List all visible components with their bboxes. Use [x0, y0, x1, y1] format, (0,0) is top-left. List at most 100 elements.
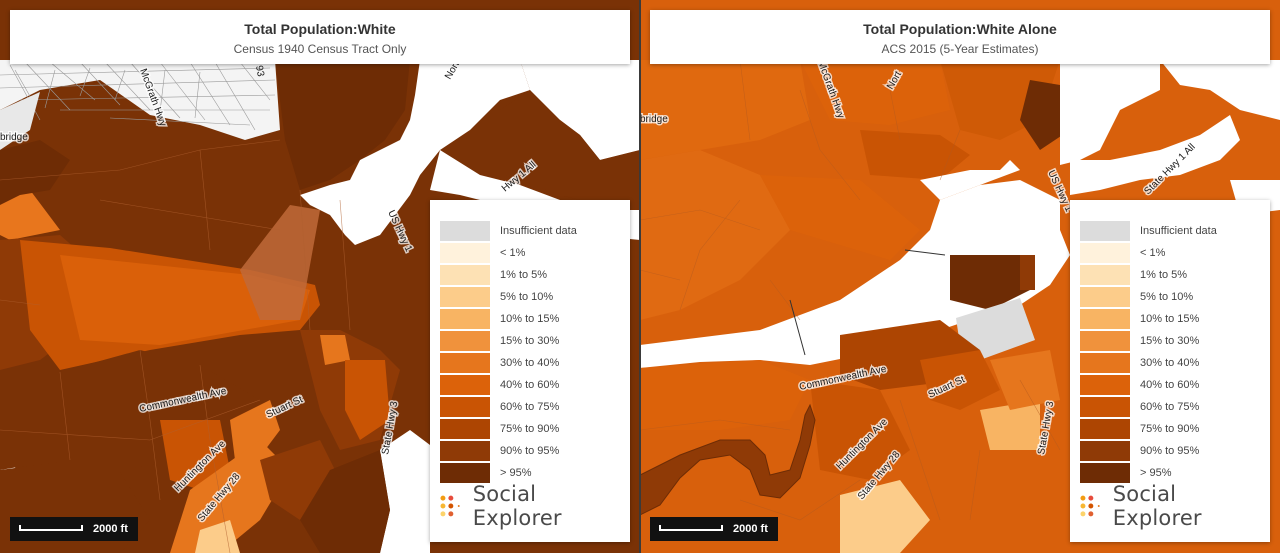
left-legend: Insufficient data < 1% 1% to 5% 5% to 10% 10…	[430, 200, 630, 542]
legend-swatch	[1080, 419, 1130, 439]
legend-swatch	[440, 331, 490, 351]
legend-label: 75% to 90%	[1140, 423, 1200, 435]
legend-label: 5% to 10%	[1140, 291, 1194, 303]
panel-divider[interactable]	[639, 0, 641, 553]
legend-row: 60% to 75%	[440, 396, 630, 418]
legend-label: 30% to 40%	[1140, 357, 1200, 369]
right-tract-brookline	[640, 360, 810, 430]
legend-label: 10% to 15%	[1140, 313, 1200, 325]
legend-swatch	[440, 397, 490, 417]
social-explorer-logo-icon	[440, 495, 460, 517]
legend-row: 10% to 15%	[440, 308, 630, 330]
legend-swatch	[440, 265, 490, 285]
right-legend-items: Insufficient data < 1% 1% to 5% 5% to 10% 10…	[1080, 220, 1270, 484]
right-choropleth-map[interactable]: bridge bridge McGrath Hwy McGrath Hwy No…	[640, 0, 1280, 553]
legend-row: 15% to 30%	[440, 330, 630, 352]
legend-row: 75% to 90%	[440, 418, 630, 440]
legend-swatch	[1080, 331, 1130, 351]
legend-label: 90% to 95%	[1140, 445, 1200, 457]
left-tract-west-b	[0, 140, 70, 205]
left-tract-east-boston	[470, 90, 640, 210]
right-scale-bar: 2000 ft	[650, 517, 778, 541]
right-map-title: Total Population:White Alone	[863, 21, 1057, 37]
left-map-panel[interactable]: McGrath Hwy McGrath Hwy bridge bridge 93…	[0, 0, 640, 553]
right-map-panel[interactable]: bridge bridge McGrath Hwy McGrath Hwy No…	[640, 0, 1280, 553]
right-tract-cambridge-c	[760, 175, 920, 260]
svg-text:bridge: bridge	[640, 114, 668, 125]
legend-row: Insufficient data	[1080, 220, 1270, 242]
legend-label: 75% to 90%	[500, 423, 560, 435]
left-tract-river-brown	[240, 205, 320, 320]
left-legend-items: Insufficient data < 1% 1% to 5% 5% to 10% 10…	[440, 220, 630, 484]
legend-label: < 1%	[500, 247, 526, 259]
left-brand: Social Explorer	[440, 482, 630, 530]
scale-ruler	[659, 525, 723, 531]
legend-label: 90% to 95%	[500, 445, 560, 457]
legend-swatch	[1080, 463, 1130, 483]
social-explorer-logo-icon	[1080, 495, 1100, 517]
legend-swatch	[440, 463, 490, 483]
right-tract-beaconhill	[950, 255, 1030, 310]
left-tract-borders	[0, 139, 351, 553]
left-map-title-card: Total Population:White Census 1940 Censu…	[10, 10, 630, 64]
brand-name: Social Explorer	[472, 482, 562, 530]
legend-row: 5% to 10%	[1080, 286, 1270, 308]
legend-swatch	[1080, 287, 1130, 307]
legend-label: 10% to 15%	[500, 313, 560, 325]
left-harbor-water-2	[520, 60, 640, 160]
legend-row: 40% to 60%	[440, 374, 630, 396]
legend-swatch	[1080, 353, 1130, 373]
legend-label: > 95%	[500, 467, 532, 479]
right-tract-c1	[860, 130, 970, 180]
legend-label: 1% to 5%	[500, 269, 548, 281]
legend-label: < 1%	[1140, 247, 1166, 259]
right-tract-dark-b	[1020, 255, 1035, 290]
legend-label: 5% to 10%	[500, 291, 554, 303]
legend-swatch	[1080, 397, 1130, 417]
legend-row: 30% to 40%	[1080, 352, 1270, 374]
right-legend: Insufficient data < 1% 1% to 5% 5% to 10% 10…	[1070, 200, 1270, 542]
legend-label: 15% to 30%	[500, 335, 560, 347]
right-river-upper	[920, 160, 1020, 200]
legend-row: 1% to 5%	[440, 264, 630, 286]
legend-label: 30% to 40%	[500, 357, 560, 369]
right-tract-borders	[640, 59, 1061, 521]
legend-swatch	[1080, 221, 1130, 241]
legend-row: 40% to 60%	[1080, 374, 1270, 396]
left-scale-label: 2000 ft	[93, 523, 128, 535]
right-tract-southend	[920, 350, 1000, 410]
right-tract-dark-n	[1020, 80, 1070, 150]
legend-swatch	[440, 287, 490, 307]
legend-label: 40% to 60%	[1140, 379, 1200, 391]
left-scale-bar: 2000 ft	[10, 517, 138, 541]
legend-swatch	[1080, 441, 1130, 461]
legend-label: 60% to 75%	[1140, 401, 1200, 413]
left-label-93: 93	[253, 65, 266, 78]
legend-label: 40% to 60%	[500, 379, 560, 391]
svg-text:bridge: bridge	[0, 132, 28, 143]
legend-label: Insufficient data	[500, 225, 577, 237]
legend-swatch	[1080, 309, 1130, 329]
left-harbor-water	[300, 60, 530, 245]
right-scale-label: 2000 ft	[733, 523, 768, 535]
right-brand: Social Explorer	[1080, 482, 1270, 530]
right-tract-insufficient	[956, 298, 1035, 360]
legend-row: 75% to 90%	[1080, 418, 1270, 440]
legend-row: 90% to 95%	[1080, 440, 1270, 462]
legend-swatch	[1080, 375, 1130, 395]
legend-swatch	[440, 375, 490, 395]
right-tract-nw	[640, 60, 810, 160]
legend-row: 30% to 40%	[440, 352, 630, 374]
right-tract-light-orange	[980, 400, 1040, 450]
legend-swatch	[440, 441, 490, 461]
legend-swatch	[1080, 265, 1130, 285]
right-tract-light-s	[840, 480, 930, 553]
legend-label: > 95%	[1140, 467, 1172, 479]
right-bridge-2	[904, 249, 946, 256]
right-tract-orange-c	[990, 350, 1060, 410]
legend-row: 90% to 95%	[440, 440, 630, 462]
legend-swatch	[440, 309, 490, 329]
legend-row: 1% to 5%	[1080, 264, 1270, 286]
legend-swatch	[440, 353, 490, 373]
right-muddy-river	[640, 403, 816, 516]
